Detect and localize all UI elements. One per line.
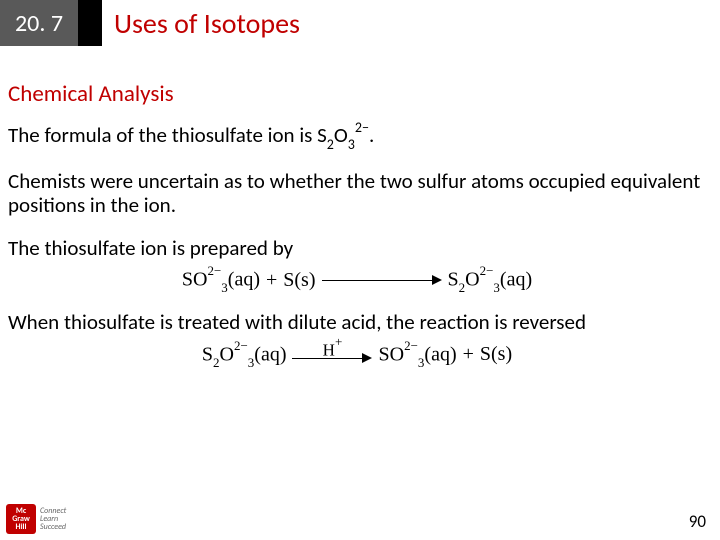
- subheading: Chemical Analysis: [6, 80, 708, 108]
- eq1-rhs-s: S: [448, 268, 459, 290]
- reaction-arrow-icon: H+: [292, 346, 372, 364]
- eq2-lhs-sub2: 3: [248, 355, 255, 370]
- eq1-lhs1-sub: 3: [221, 280, 228, 295]
- eq2-lhs-sup: 2−: [234, 338, 248, 353]
- slide-header: 20. 7 Uses of Isotopes: [0, 0, 720, 46]
- eq1-plus: +: [266, 269, 277, 292]
- p1-sub2: 3: [348, 136, 355, 153]
- publisher-logo: Mc Graw Hill Connect Learn Succeed: [6, 504, 66, 534]
- logo-box-icon: Mc Graw Hill: [6, 504, 36, 534]
- header-spacer: [78, 0, 102, 46]
- eq2-rhs2: S(s): [480, 343, 512, 366]
- p1-pre: The formula of the thiosulfate ion is S: [8, 122, 327, 148]
- arrow-label-h: H: [323, 340, 335, 359]
- eq1-lhs1-base: SO: [182, 268, 208, 290]
- eq1-rhs-o: O: [465, 268, 479, 290]
- paragraph-reversed: When thiosulfate is treated with dilute …: [6, 310, 708, 334]
- eq1-rhs-sup: 2−: [480, 263, 494, 278]
- content-area: Chemical Analysis The formula of the thi…: [0, 80, 720, 369]
- section-number: 20. 7: [15, 9, 63, 38]
- eq1-rhs-sub2: 3: [493, 280, 500, 295]
- equation-2: S2O2−3(aq) H+ SO2−3(aq) + S(s): [6, 341, 708, 370]
- eq1-lhs1-sup: 2−: [207, 263, 221, 278]
- eq2-lhs-s: S: [202, 343, 213, 365]
- eq1-rhs-state: (aq): [500, 268, 532, 290]
- logo-tagline: Connect Learn Succeed: [40, 507, 66, 531]
- eq2-rhs1-sub: 3: [418, 355, 425, 370]
- equation-1: SO2−3(aq) + S(s) S2O2−3(aq): [6, 266, 708, 295]
- p1-post: .: [369, 122, 374, 148]
- p1-sub1: 2: [327, 136, 334, 153]
- arrow-label: H+: [323, 337, 343, 361]
- tagline3: Succeed: [40, 523, 66, 531]
- eq2-plus: +: [463, 343, 474, 366]
- eq2-lhs-o: O: [219, 343, 233, 365]
- arrow-label-sup: +: [335, 334, 342, 349]
- p1-mid: O: [334, 122, 348, 148]
- eq1-lhs2-base: S: [283, 269, 294, 291]
- paragraph-prepared: The thiosulfate ion is prepared by: [6, 236, 708, 260]
- eq2-rhs1-state: (aq): [424, 343, 456, 365]
- eq2-rhs2-state: (s): [491, 343, 512, 365]
- eq1-lhs2: S(s): [283, 269, 315, 292]
- eq1-lhs1-state: (aq): [228, 268, 260, 290]
- eq2-rhs1-base: SO: [378, 343, 404, 365]
- eq1-lhs2-state: (s): [294, 269, 315, 291]
- eq1-lhs1: SO2−3(aq): [182, 266, 260, 295]
- section-title: Uses of Isotopes: [102, 0, 300, 46]
- eq1-rhs-sub1: 2: [459, 280, 466, 295]
- eq2-rhs1-sup: 2−: [404, 338, 418, 353]
- eq2-rhs1: SO2−3(aq): [378, 341, 456, 370]
- eq1-inline: SO2−3(aq) + S(s) S2O2−3(aq): [182, 266, 532, 295]
- eq2-rhs2-base: S: [480, 343, 491, 365]
- section-number-box: 20. 7: [0, 0, 78, 46]
- eq1-rhs: S2O2− 3(aq): [448, 266, 533, 295]
- eq2-lhs-state: (aq): [254, 343, 286, 365]
- eq2-lhs-sub1: 2: [213, 355, 220, 370]
- paragraph-formula: The formula of the thiosulfate ion is S2…: [6, 122, 708, 151]
- paragraph-uncertain: Chemists were uncertain as to whether th…: [6, 169, 708, 217]
- p1-sup: 2−: [355, 119, 369, 136]
- page-number: 90: [689, 511, 706, 532]
- reaction-arrow-icon: [322, 273, 442, 287]
- logo-line3: Hill: [16, 523, 27, 531]
- eq2-lhs: S2O2−3(aq): [202, 341, 287, 370]
- eq2-inline: S2O2−3(aq) H+ SO2−3(aq) + S(s): [202, 341, 512, 370]
